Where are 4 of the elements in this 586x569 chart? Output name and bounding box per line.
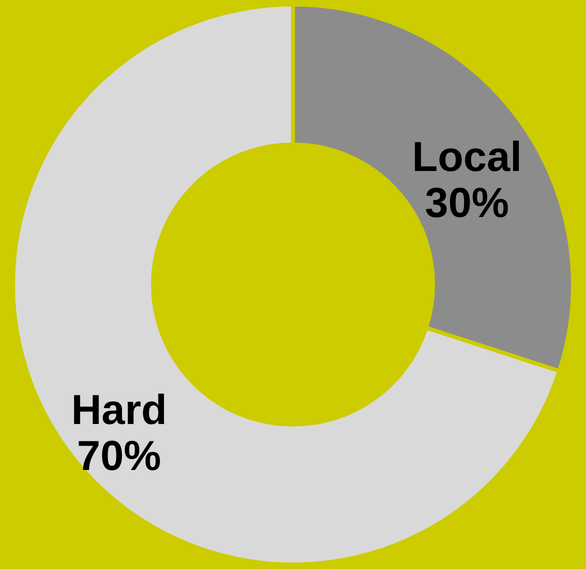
data-label: 30% bbox=[424, 179, 509, 226]
slice-label: Hard bbox=[71, 386, 167, 433]
data-label: 70% bbox=[77, 432, 162, 479]
slice-label: Local bbox=[412, 133, 522, 180]
